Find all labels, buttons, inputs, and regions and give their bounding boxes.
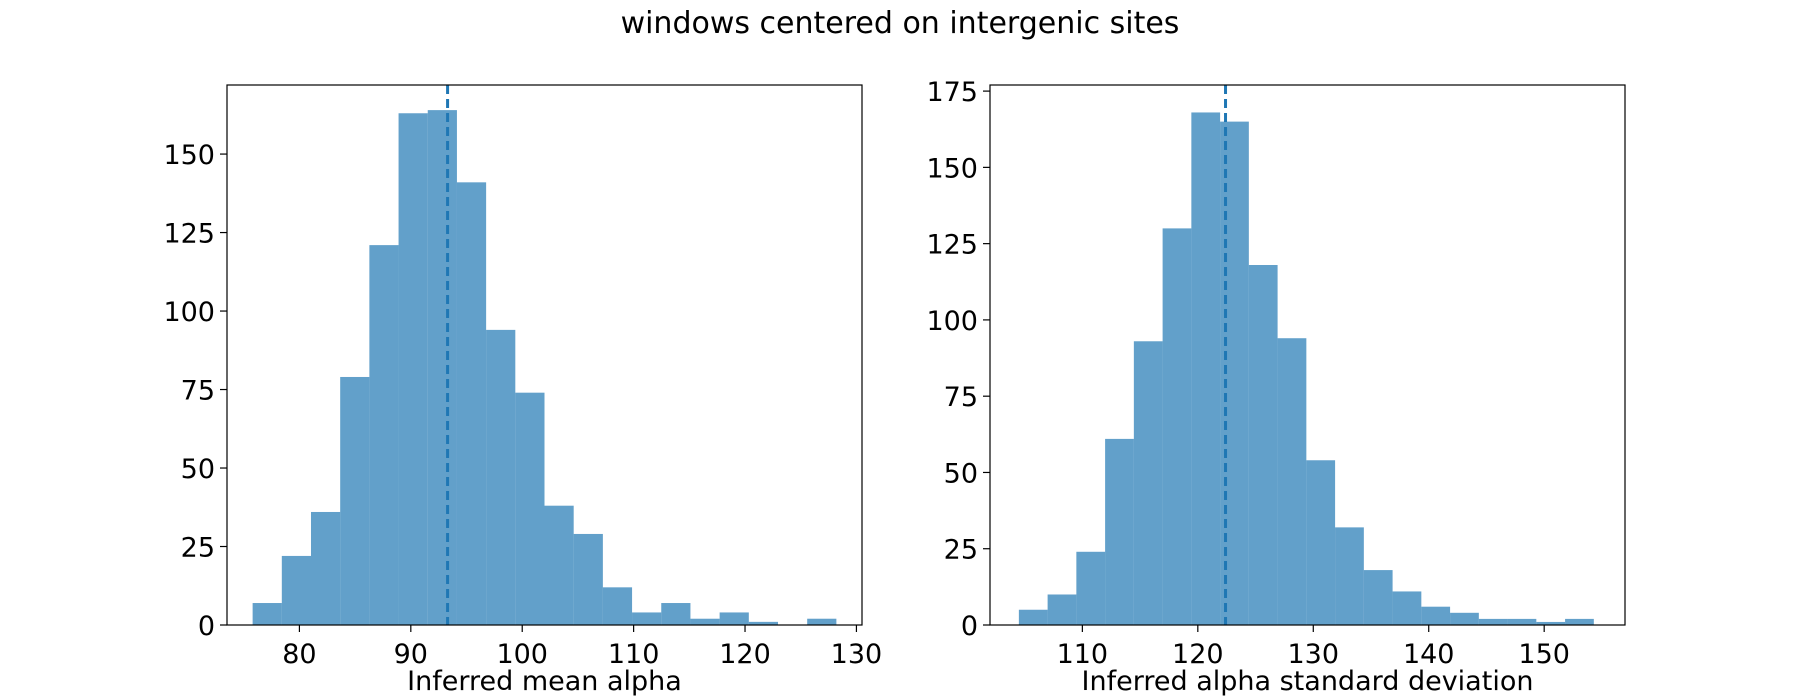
histogram-bar <box>1191 112 1221 625</box>
histogram-bar <box>1248 265 1278 625</box>
histogram-bar <box>807 618 837 625</box>
histogram-bar <box>1507 618 1537 625</box>
y-tick-label: 125 <box>926 230 978 261</box>
histogram-mean-alpha: 80 90 100 110 120 130 0 25 50 75 100 125 150 Inferred… <box>163 84 883 697</box>
histogram-bar <box>281 555 311 625</box>
x-tick-label: 80 <box>282 639 316 670</box>
histogram-bar <box>1076 551 1106 625</box>
histogram-bar <box>632 612 662 625</box>
histogram-alpha-std: 110 120 130 140 150 0 25 50 75 100 125 150 175 Inferr… <box>926 77 1626 697</box>
histogram-bar <box>1421 606 1451 625</box>
histogram-bar <box>340 376 370 625</box>
x-axis-label: Inferred alpha standard deviation <box>1082 666 1534 697</box>
histogram-bar <box>515 392 545 625</box>
y-tick-label: 25 <box>181 533 215 564</box>
histogram-bar <box>398 113 428 626</box>
histogram-bar <box>719 612 749 625</box>
x-tick-label: 140 <box>1403 639 1455 670</box>
figure-title: windows centered on intergenic sites <box>620 6 1180 41</box>
histogram-bar <box>661 603 691 625</box>
histogram-bar <box>1392 591 1422 625</box>
x-tick-label: 110 <box>608 639 660 670</box>
x-tick-label: 90 <box>394 639 428 670</box>
y-tick-label: 100 <box>926 306 978 337</box>
histogram-bar <box>427 110 457 626</box>
y-tick-label: 75 <box>181 376 215 407</box>
x-tick-label: 100 <box>496 639 548 670</box>
y-tick-label: 150 <box>926 153 978 184</box>
histogram-bar <box>1162 228 1192 625</box>
histogram-bar <box>573 533 603 625</box>
histogram-bar <box>1306 460 1336 625</box>
histogram-bar <box>1047 594 1077 625</box>
y-tick-label: 175 <box>926 77 978 108</box>
histogram-bar <box>748 621 779 625</box>
y-tick-label: 100 <box>163 297 215 328</box>
y-tick-label: 50 <box>181 454 215 485</box>
histogram-bar <box>1018 609 1048 625</box>
histogram-bar <box>1536 621 1566 625</box>
x-tick-label: 120 <box>1172 639 1224 670</box>
histogram-bar <box>1363 570 1393 625</box>
y-tick-label: 75 <box>944 382 978 413</box>
histogram-bar <box>690 618 720 625</box>
y-tick-label: 25 <box>944 535 978 566</box>
histogram-bar <box>1105 438 1134 625</box>
y-tick-label: 50 <box>944 458 978 489</box>
histogram-bar <box>486 329 516 625</box>
histogram-bar <box>1335 527 1364 625</box>
y-tick-label: 0 <box>961 611 978 642</box>
y-tick-label: 125 <box>163 219 215 250</box>
x-tick-label: 110 <box>1057 639 1109 670</box>
histogram-bar <box>1277 338 1307 625</box>
y-tick-label: 0 <box>198 611 215 642</box>
x-axis-label: Inferred mean alpha <box>407 666 682 697</box>
axes-frame <box>989 84 1626 626</box>
histogram-bar <box>1133 341 1163 625</box>
x-tick-label: 130 <box>1287 639 1339 670</box>
histogram-bar <box>1478 618 1508 625</box>
x-tick-label: 150 <box>1518 639 1570 670</box>
histogram-bar <box>1565 618 1594 625</box>
histogram-bar <box>369 245 399 625</box>
histogram-bar <box>602 587 633 625</box>
y-tick-label: 150 <box>163 140 215 171</box>
x-tick-label: 130 <box>831 639 883 670</box>
histogram-bar <box>544 505 574 625</box>
x-tick-label: 120 <box>719 639 771 670</box>
histogram-bar <box>456 182 487 626</box>
histogram-bar <box>1450 612 1479 625</box>
histogram-bar <box>310 511 341 625</box>
histogram-bar <box>252 603 282 625</box>
axes-frame <box>226 84 863 626</box>
